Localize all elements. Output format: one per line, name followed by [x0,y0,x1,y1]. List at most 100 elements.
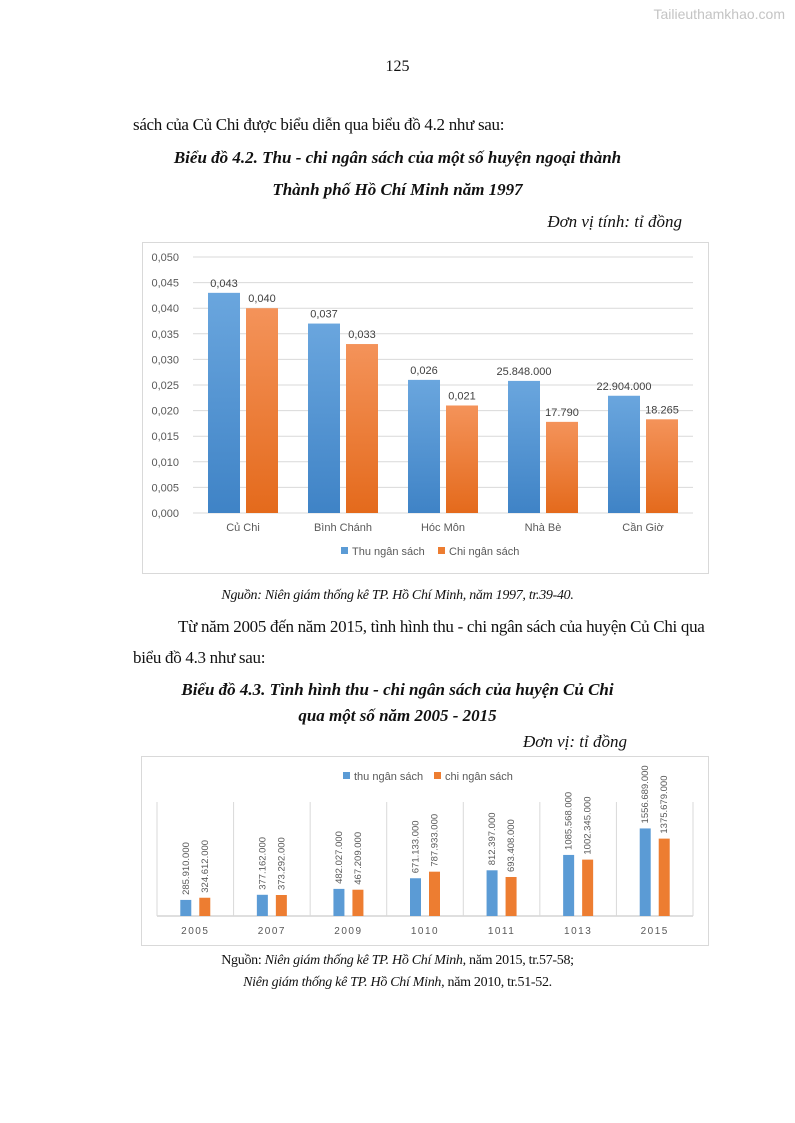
source-2-title: Niên giám thống kê TP. Hồ Chí Minh [264,953,463,968]
data-label: 1556.689.000 [640,765,651,823]
bar [333,888,345,916]
data-label: 812.397.000 [487,812,498,865]
bar [208,292,240,513]
data-label: 17.790 [545,407,579,419]
x-tick-label: 2009 [334,926,362,937]
source-2b-suffix: , năm 2010, tr.51-52. [441,975,552,990]
bar [508,380,540,513]
legend-label: Chi ngân sách [449,546,519,558]
y-tick-label: 0,005 [151,482,179,494]
x-tick-label: 1011 [488,926,516,937]
x-tick-label: Cần Giờ [622,522,663,534]
chart-2-source-line-1: Nguồn: Niên giám thống kê TP. Hồ Chí Min… [0,953,795,969]
y-tick-label: 0,010 [151,457,179,469]
data-label: 482.027.000 [334,831,345,884]
data-label: 1002.345.000 [583,796,594,854]
legend-swatch [343,772,350,779]
data-label: 324.612.000 [200,840,211,893]
chart-1-unit: Đơn vị tính: tỉ đồng [547,212,682,231]
data-label: 22.904.000 [596,381,651,393]
y-tick-label: 0,000 [151,508,179,520]
x-tick-label: Bình Chánh [314,522,372,534]
bar [429,871,440,916]
legend-swatch [438,547,445,554]
data-label: 0,040 [248,293,276,305]
data-label: 0,037 [310,309,338,321]
y-tick-label: 0,015 [151,431,179,443]
x-tick-label: Củ Chi [226,522,260,534]
x-tick-label: 1010 [411,926,439,937]
x-tick-label: 1013 [564,926,592,937]
watermark: Tailieuthamkhao.com [653,6,785,22]
bar [505,876,517,916]
data-label: 1375.679.000 [659,775,670,833]
chart-1-source: Nguồn: Niên giám thống kê TP. Hồ Chí Min… [221,588,574,603]
data-label: 0,021 [448,390,476,402]
data-label: 467.209.000 [353,832,364,885]
data-label: 0,033 [348,329,376,341]
bar [582,859,594,916]
chart-1-frame: 0,000 0,005 0,010 0,015 0,020 0,025 0,030 0,035… [142,242,709,574]
source-2-suffix: , năm 2015, tr.57-58; [462,953,574,968]
data-label: 25.848.000 [496,366,551,378]
legend-swatch [434,772,441,779]
intro-text: sách của Củ Chi được biểu diễn qua biểu … [133,115,505,134]
y-tick-label: 0,045 [151,278,179,290]
bar [608,395,640,513]
chart-2-source-line-2: Niên giám thống kê TP. Hồ Chí Minh, năm … [0,975,795,991]
chart-1-caption-line-2: Thành phố Hồ Chí Minh năm 1997 [272,180,523,199]
x-tick-label: 2007 [258,926,286,937]
bar [546,421,578,513]
bar [446,405,478,513]
chart-1: 0,000 0,005 0,010 0,015 0,020 0,025 0,030 0,035… [151,252,693,558]
x-tick-label: 2015 [641,926,669,937]
chart-2: 2005 285.910.000 324.612.000 2007 377.162.00… [156,765,694,937]
chart-2-frame: 2005 285.910.000 324.612.000 2007 377.162.00… [141,756,709,946]
y-tick-label: 0,020 [151,406,179,418]
bar [352,889,364,916]
chart-2-caption-line-1: Biểu đồ 4.3. Tình hình thu - chi ngân sá… [181,680,614,699]
bar [275,895,287,916]
bar [658,838,670,916]
data-label: 671.133.000 [411,820,422,873]
chart-2-unit: Đơn vị: tỉ đồng [523,732,627,751]
data-label: 0,026 [410,365,438,377]
source-2-prefix: Nguồn: [221,953,265,968]
data-label: 377.162.000 [257,837,268,890]
legend-label: thu ngân sách [354,771,423,783]
x-tick-label: 2005 [181,926,209,937]
bar [639,828,651,916]
chart-1-caption-line-1: Biểu đồ 4.2. Thu - chi ngân sách của một… [173,148,622,167]
bar [646,419,678,513]
bar [408,379,440,513]
data-label: 0,043 [210,278,238,290]
data-label: 787.933.000 [430,814,441,867]
x-tick-label: Nhà Bè [525,522,562,534]
paragraph-line-1: Từ năm 2005 đến năm 2015, tình hình thu … [178,617,705,636]
bar [180,899,192,916]
y-tick-label: 0,030 [151,354,179,366]
bar [563,854,575,916]
y-tick-label: 0,050 [151,252,179,264]
data-label: 18.265 [645,404,679,416]
data-label: 373.292.000 [276,837,287,890]
data-label: 285.910.000 [181,842,192,895]
bar [199,897,211,916]
legend-swatch [341,547,348,554]
bar [346,344,378,513]
bar [410,878,421,916]
bar [486,870,498,916]
legend-label: chi ngân sách [445,771,513,783]
legend-label: Thu ngân sách [352,546,425,558]
y-tick-label: 0,025 [151,380,179,392]
x-tick-label: Hóc Môn [421,522,465,534]
bar [246,308,278,513]
source-2b-title: Niên giám thống kê TP. Hồ Chí Minh [243,975,442,990]
page-number: 125 [385,58,410,75]
chart-2-caption-line-2: qua một số năm 2005 - 2015 [298,706,497,725]
data-label: 1085.568.000 [564,792,575,850]
paragraph-line-2: biểu đồ 4.3 như sau: [133,648,266,667]
bar [256,894,268,916]
y-tick-label: 0,035 [151,329,179,341]
bar [308,323,340,513]
